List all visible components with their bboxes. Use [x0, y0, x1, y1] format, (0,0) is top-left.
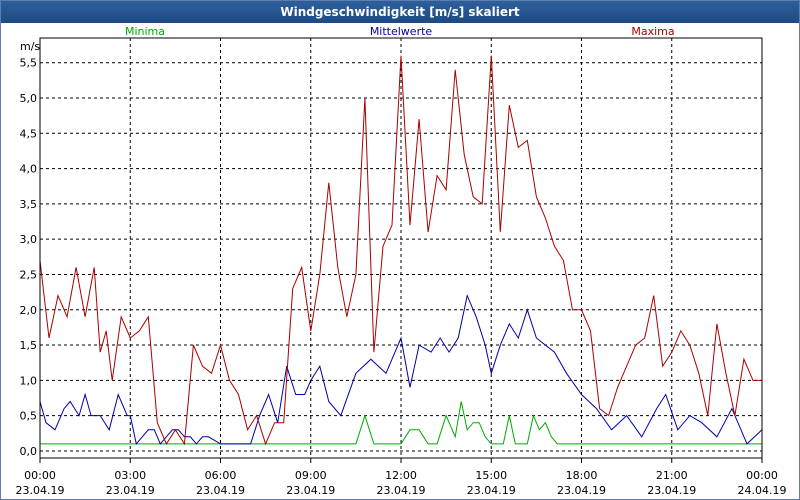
y-tick-label: 2,0 — [20, 304, 38, 317]
legend-entry-minima: Minima — [125, 25, 165, 38]
x-tick-date: 23.04.19 — [16, 484, 65, 497]
x-tick-time: 18:00 — [566, 469, 598, 482]
x-tick-time: 03:00 — [114, 469, 146, 482]
x-tick-date: 23.04.19 — [377, 484, 426, 497]
y-tick-label: 4,0 — [20, 163, 38, 176]
window-title: Windgeschwindigkeit [m/s] skaliert — [1, 1, 799, 23]
y-tick-label: 1,5 — [20, 339, 38, 352]
series-line-minima — [40, 401, 762, 445]
x-tick-time: 12:00 — [385, 469, 417, 482]
x-tick-time: 09:00 — [295, 469, 327, 482]
series-line-maxima — [39, 55, 762, 446]
y-tick-label: 0,5 — [20, 410, 38, 423]
y-tick-label: 5,0 — [20, 92, 38, 105]
y-tick-label: 3,5 — [20, 198, 38, 211]
y-axis-label: m/s — [20, 40, 40, 53]
series-line-mittelwerte — [39, 293, 763, 445]
x-tick-date: 23.04.19 — [106, 484, 155, 497]
x-tick-time: 00:00 — [24, 469, 56, 482]
x-tick-date: 23.04.19 — [286, 484, 335, 497]
x-tick-date: 24.04.19 — [738, 484, 787, 497]
x-tick-time: 00:00 — [746, 469, 778, 482]
x-axis-ticks: 00:00 23.04.19 03:00 23.04.19 06:00 23.04.19 0… — [16, 458, 787, 497]
y-axis-ticks: 0,0 0,5 1,0 1,5 2,0 2,5 3,0 3,5 4,0 4,5 5,0 5,5 — [20, 57, 38, 458]
x-tick-date: 23.04.19 — [557, 484, 606, 497]
chart-series — [39, 55, 763, 446]
legend-entry-maxima: Maxima — [631, 25, 674, 38]
legend-entry-mittelwerte: Mittelwerte — [370, 25, 433, 38]
x-tick-time: 21:00 — [656, 469, 688, 482]
y-tick-label: 1,0 — [20, 374, 38, 387]
y-tick-label: 3,0 — [20, 233, 38, 246]
x-tick-date: 23.04.19 — [467, 484, 516, 497]
x-tick-time: 15:00 — [475, 469, 507, 482]
y-tick-label: 4,5 — [20, 127, 38, 140]
chart-legend: Minima Mittelwerte Maxima — [125, 25, 675, 38]
y-tick-label: 2,5 — [20, 268, 38, 281]
x-tick-time: 06:00 — [205, 469, 237, 482]
x-tick-date: 23.04.19 — [196, 484, 245, 497]
y-tick-label: 0,0 — [20, 445, 38, 458]
x-tick-date: 23.04.19 — [647, 484, 696, 497]
chart-grid — [40, 38, 762, 458]
y-tick-label: 5,5 — [20, 57, 38, 70]
